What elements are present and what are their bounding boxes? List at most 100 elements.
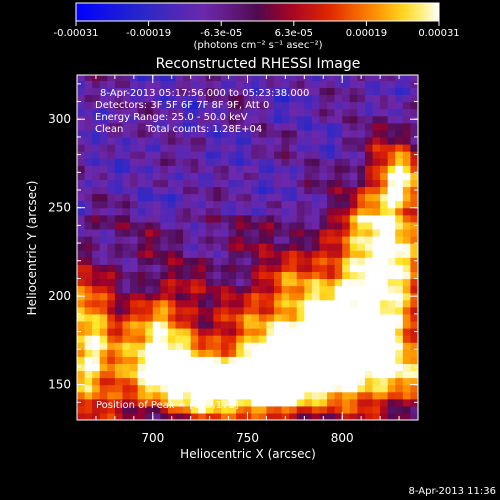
heatmap-cell [319,101,328,110]
heatmap-cell [99,377,108,386]
heatmap-cell [175,313,184,322]
heatmap-cell [243,377,252,386]
heatmap-cell [266,292,275,301]
heatmap-cell [364,158,374,166]
heatmap-cell [274,193,283,202]
heatmap-cell [183,370,192,379]
heatmap-cell [387,243,396,251]
heatmap-cell [266,236,275,244]
heatmap-cell [266,342,275,350]
heatmap-cell [304,151,313,159]
heatmap-cell [372,306,381,315]
heatmap-cell [380,363,389,372]
heatmap-cell [334,405,343,414]
heatmap-cell [289,236,298,244]
heatmap-cell [84,179,93,188]
heatmap-cell [387,80,396,88]
heatmap-cell [190,193,199,202]
heatmap-cell [77,129,86,138]
heatmap-cell [183,313,192,322]
heatmap-cell [175,200,184,209]
heatmap-cell [402,151,412,159]
heatmap-cell [213,377,222,386]
heatmap-cell [183,129,192,138]
heatmap-cell [243,144,252,152]
heatmap-cell [258,292,268,301]
heatmap-cell [205,398,214,407]
heatmap-cell [130,115,139,124]
heatmap-cell [228,186,237,195]
heatmap-cell [281,165,290,173]
heatmap-cell [266,398,275,407]
heatmap-cell [175,320,184,329]
heatmap-cell [258,221,268,230]
heatmap-cell [342,306,351,315]
heatmap-cell [319,172,328,180]
heatmap-cell [364,398,374,407]
heatmap-cell [410,342,418,350]
heatmap-cell [274,328,283,336]
heatmap-cell [266,356,275,364]
heatmap-cell [387,108,396,117]
heatmap-cell [258,370,268,379]
x-tick-label: 750 [236,431,259,445]
heatmap-cell [236,165,245,173]
heatmap-cell [296,306,305,315]
heatmap-cell [281,136,290,145]
heatmap-cell [357,101,366,110]
heatmap-cell [198,165,207,173]
heatmap-cell [296,285,305,294]
heatmap-cell [289,151,298,159]
heatmap-cell [380,313,389,322]
heatmap-cell [387,228,396,237]
heatmap-cell [114,75,124,81]
heatmap-cell [130,200,139,209]
heatmap-cell [274,221,283,230]
heatmap-cell [145,136,154,145]
heatmap-cell [319,292,328,301]
heatmap-cell [402,250,412,258]
heatmap-cell [289,342,298,350]
heatmap-cell [213,214,222,223]
heatmap-cell [213,179,222,188]
heatmap-cell [122,285,131,294]
heatmap-cell [77,356,86,364]
heatmap-cell [357,356,366,364]
heatmap-cell [243,271,252,280]
heatmap-cell [137,299,146,308]
heatmap-cell [327,228,336,237]
heatmap-cell [296,221,305,230]
heatmap-cell [77,377,86,386]
x-axis-label: Heliocentric X (arcsec) [180,447,316,461]
heatmap-cell [251,313,260,322]
heatmap-cell [183,75,192,81]
heatmap-cell [258,328,268,336]
heatmap-cell [387,214,396,223]
heatmap-cell [243,320,252,329]
heatmap-cell [304,101,313,110]
heatmap-cell [274,186,283,195]
heatmap-cell [198,243,207,251]
heatmap-cell [296,80,305,88]
heatmap-cell [213,94,222,103]
heatmap-cell [160,193,169,202]
heatmap-cell [357,144,366,152]
heatmap-cell [205,151,214,159]
heatmap-cell [266,207,275,216]
heatmap-cell [251,370,260,379]
heatmap-cell [198,236,207,244]
heatmap-cell [243,179,252,188]
heatmap-cell [243,306,252,315]
heatmap-cell [114,391,124,400]
heatmap-cell [402,405,412,414]
heatmap-cell [77,200,86,209]
heatmap-cell [311,320,321,329]
heatmap-cell [145,151,154,159]
heatmap-cell [137,271,146,280]
heatmap-cell [258,193,268,202]
heatmap-cell [77,320,86,329]
heatmap-cell [130,349,139,357]
heatmap-cell [342,186,351,195]
heatmap-cell [220,271,230,280]
heatmap-cell [395,228,404,237]
